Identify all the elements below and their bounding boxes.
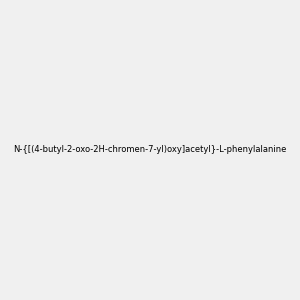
Text: N-{[(4-butyl-2-oxo-2H-chromen-7-yl)oxy]acetyl}-L-phenylalanine: N-{[(4-butyl-2-oxo-2H-chromen-7-yl)oxy]a…	[13, 146, 287, 154]
